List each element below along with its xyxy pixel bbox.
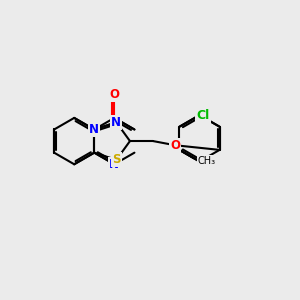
Text: O: O: [170, 139, 180, 152]
Text: N: N: [110, 158, 119, 171]
Text: CH₃: CH₃: [198, 156, 216, 166]
Text: Cl: Cl: [196, 109, 210, 122]
Text: O: O: [110, 88, 119, 100]
Text: N: N: [111, 116, 121, 129]
Text: S: S: [112, 153, 121, 166]
Text: N: N: [89, 123, 99, 136]
